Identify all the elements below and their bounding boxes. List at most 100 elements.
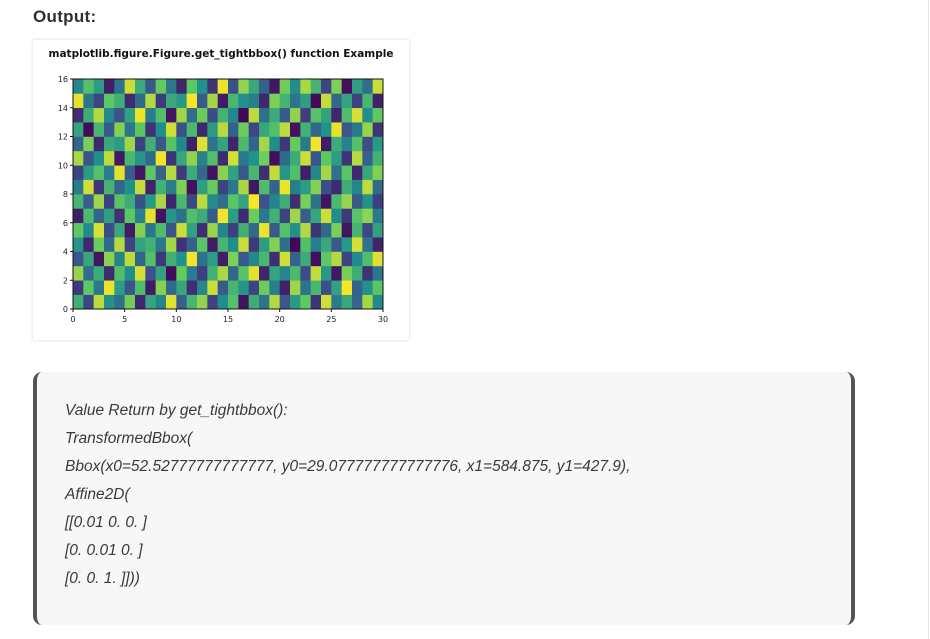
heatmap-cell <box>279 150 291 166</box>
y-tick-label: 14 <box>58 104 68 113</box>
heatmap-cell <box>300 237 311 252</box>
heatmap-cell <box>124 265 136 281</box>
heatmap-cell <box>176 237 187 252</box>
heatmap-cell <box>290 294 301 310</box>
heatmap-cell <box>145 294 156 310</box>
heatmap-cell <box>145 179 156 195</box>
heatmap-cell <box>104 179 115 195</box>
heatmap-cell <box>145 150 156 166</box>
heatmap-cell <box>135 237 146 252</box>
heatmap-cell <box>207 222 218 238</box>
heatmap-cell <box>197 107 208 123</box>
heatmap-cell <box>331 194 342 209</box>
heatmap-cell <box>290 265 301 281</box>
heatmap-cell <box>186 79 198 94</box>
heatmap-cell <box>166 237 177 252</box>
heatmap-cell <box>372 79 384 94</box>
heatmap-cell <box>104 208 115 224</box>
heatmap-cell <box>166 107 177 123</box>
heatmap-cell <box>104 251 115 267</box>
heatmap-cell <box>83 265 94 281</box>
heatmap-cell <box>228 179 239 195</box>
heatmap-cell <box>124 280 136 295</box>
heatmap-cell <box>228 237 239 252</box>
heatmap-cell <box>259 237 270 252</box>
heatmap-cell <box>331 208 342 224</box>
heatmap-cell <box>83 294 94 310</box>
heatmap-cell <box>104 165 115 180</box>
heatmap-cell <box>124 93 136 109</box>
heatmap-cell <box>73 150 84 166</box>
heatmap-cell <box>269 294 280 310</box>
heatmap-cell <box>238 294 249 310</box>
heatmap-cell <box>83 150 94 166</box>
heatmap-cell <box>300 122 311 137</box>
heatmap-cell <box>145 136 156 152</box>
heatmap-cell <box>341 208 353 224</box>
heatmap-cell <box>259 265 270 281</box>
heatmap-cell <box>176 165 187 180</box>
heatmap-cell <box>310 165 322 180</box>
heatmap-cell <box>145 265 156 281</box>
heatmap-cell <box>73 136 84 152</box>
heatmap-cell <box>73 122 84 137</box>
heatmap-cell <box>155 93 167 109</box>
heatmap-cell <box>321 208 332 224</box>
heatmap-cell <box>217 107 229 123</box>
heatmap-cell <box>186 251 198 267</box>
heatmap-cell <box>290 165 301 180</box>
heatmap-cell <box>176 93 187 109</box>
heatmap-cell <box>238 136 249 152</box>
heatmap-cell <box>186 107 198 123</box>
heatmap-cell <box>186 150 198 166</box>
heatmap-cell <box>300 222 311 238</box>
heatmap-cell <box>321 165 332 180</box>
heatmap-cell <box>238 280 249 295</box>
heatmap-cell <box>300 107 311 123</box>
heatmap-cell <box>310 208 322 224</box>
y-tick-label: 10 <box>58 161 68 170</box>
heatmap-cell <box>73 93 84 109</box>
heatmap-cell <box>114 165 125 180</box>
x-axis-ticks: 0 5 10 15 20 25 30 <box>70 309 388 324</box>
heatmap-cell <box>114 107 125 123</box>
heatmap-cell <box>352 222 363 238</box>
heatmap-cell <box>124 150 136 166</box>
heatmap-cell <box>310 194 322 209</box>
heatmap-cell <box>114 265 125 281</box>
heatmap-cell <box>104 294 115 310</box>
heatmap-cell <box>217 265 229 281</box>
heatmap-cell <box>73 222 84 238</box>
heatmap-cell <box>310 136 322 152</box>
heatmap-cell <box>372 165 384 180</box>
heatmap-cell <box>341 79 353 94</box>
heatmap-cell <box>331 122 342 137</box>
heatmap-cell <box>186 294 198 310</box>
heatmap-cell <box>93 194 105 209</box>
heatmap-cell <box>248 79 260 94</box>
heatmap-cell <box>145 122 156 137</box>
heatmap-cell <box>217 294 229 310</box>
heatmap-cell <box>269 79 280 94</box>
heatmap-cell <box>269 93 280 109</box>
y-tick-label: 6 <box>63 219 68 228</box>
heatmap-cell <box>114 194 125 209</box>
heatmap-cell <box>279 79 291 94</box>
heatmap-cell <box>269 194 280 209</box>
heatmap-cell <box>155 179 167 195</box>
heatmap-cell <box>310 179 322 195</box>
heatmap-cell <box>331 150 342 166</box>
heatmap-cell <box>197 208 208 224</box>
heatmap-cell <box>228 136 239 152</box>
heatmap-cell <box>155 122 167 137</box>
heatmap-cell <box>248 136 260 152</box>
heatmap-cell <box>321 150 332 166</box>
heatmap-cell <box>228 122 239 137</box>
heatmap-cell <box>166 179 177 195</box>
heatmap-cell <box>290 251 301 267</box>
heatmap-cell <box>248 150 260 166</box>
heatmap-cell <box>310 251 322 267</box>
heatmap-cell <box>341 150 353 166</box>
heatmap-cell <box>197 294 208 310</box>
heatmap-cell <box>207 294 218 310</box>
